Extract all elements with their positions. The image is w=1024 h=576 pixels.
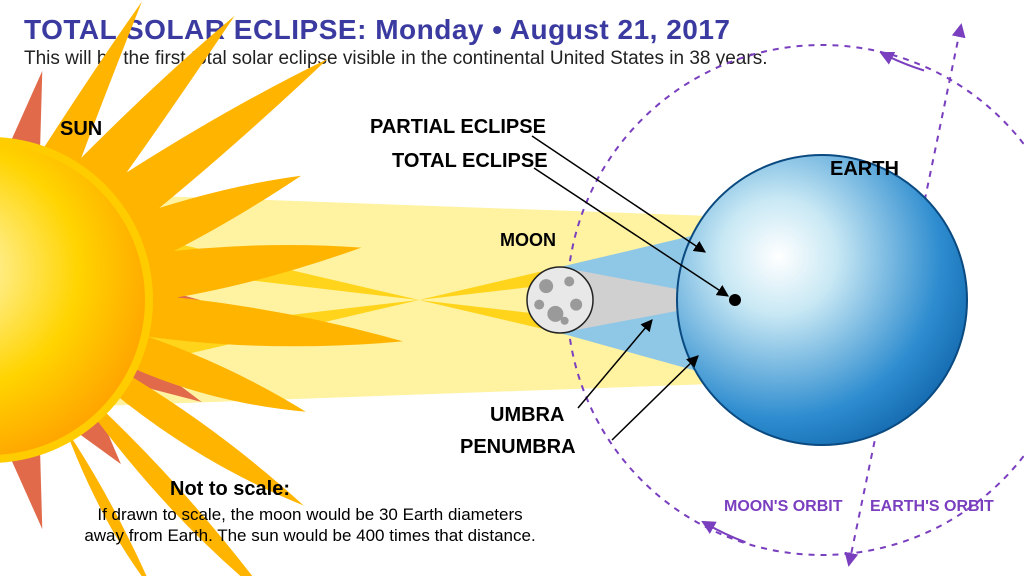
label-partial-eclipse: PARTIAL ECLIPSE [370, 116, 546, 139]
label-earth-orbit: EARTH'S ORBIT [870, 498, 994, 516]
label-penumbra: PENUMBRA [460, 436, 576, 459]
footnote-line1: If drawn to scale, the moon would be 30 … [97, 505, 522, 524]
footnote-title: Not to scale: [170, 478, 290, 501]
label-umbra: UMBRA [490, 404, 564, 427]
footnote-body: If drawn to scale, the moon would be 30 … [40, 504, 580, 547]
label-sun: SUN [60, 118, 102, 141]
eclipse-diagram [0, 0, 1024, 576]
label-total-eclipse: TOTAL ECLIPSE [392, 150, 548, 173]
label-moon: MOON [500, 230, 556, 251]
label-moon-orbit: MOON'S ORBIT [724, 498, 842, 516]
footnote-line2: away from Earth. The sun would be 400 ti… [84, 526, 535, 545]
label-earth: EARTH [830, 158, 899, 181]
earth-icon [677, 155, 967, 445]
moon-orbit-arrow [707, 524, 745, 542]
totality-point [729, 294, 741, 306]
